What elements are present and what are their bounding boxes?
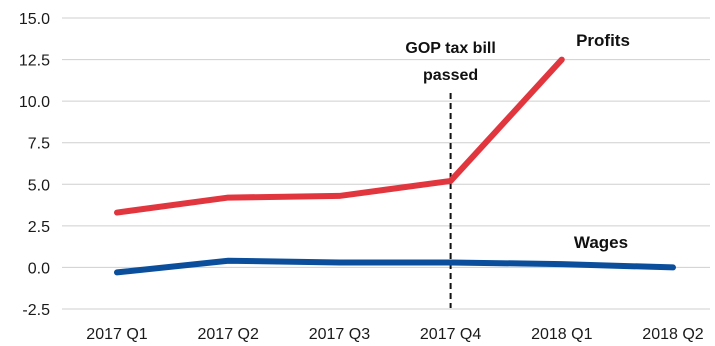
tax-bill-annotation: GOP tax bill passed (405, 40, 496, 308)
y-tick-label: 2.5 (28, 219, 50, 236)
y-tick-label: 5.0 (28, 177, 50, 194)
y-tick-label: 15.0 (19, 11, 50, 28)
y-tick-label: 10.0 (19, 94, 50, 111)
y-tick-label: -2.5 (22, 302, 50, 319)
x-tick-label: 2017 Q1 (86, 326, 147, 343)
y-tick-label: 0.0 (28, 260, 50, 277)
x-tick-label: 2018 Q1 (531, 326, 592, 343)
y-axis-tick-labels: 15.0 12.5 10.0 7.5 5.0 2.5 0.0 -2.5 (19, 11, 50, 319)
y-tick-label: 12.5 (19, 53, 50, 70)
series-lines (114, 56, 676, 276)
series-label-wages: Wages (574, 233, 628, 252)
y-tick-label: 7.5 (28, 136, 50, 153)
x-tick-label: 2017 Q2 (198, 326, 259, 343)
series-line-profits (114, 56, 565, 216)
series-label-profits: Profits (576, 31, 630, 50)
annotation-label-line-2: passed (423, 67, 478, 84)
x-tick-label: 2018 Q2 (642, 326, 703, 343)
x-tick-label: 2017 Q4 (420, 326, 481, 343)
series-line-wages (114, 257, 676, 276)
annotation-label-line-1: GOP tax bill (405, 40, 495, 57)
x-axis-tick-labels: 2017 Q1 2017 Q2 2017 Q3 2017 Q4 2018 Q1 2018 … (86, 326, 703, 343)
x-tick-label: 2017 Q3 (309, 326, 370, 343)
